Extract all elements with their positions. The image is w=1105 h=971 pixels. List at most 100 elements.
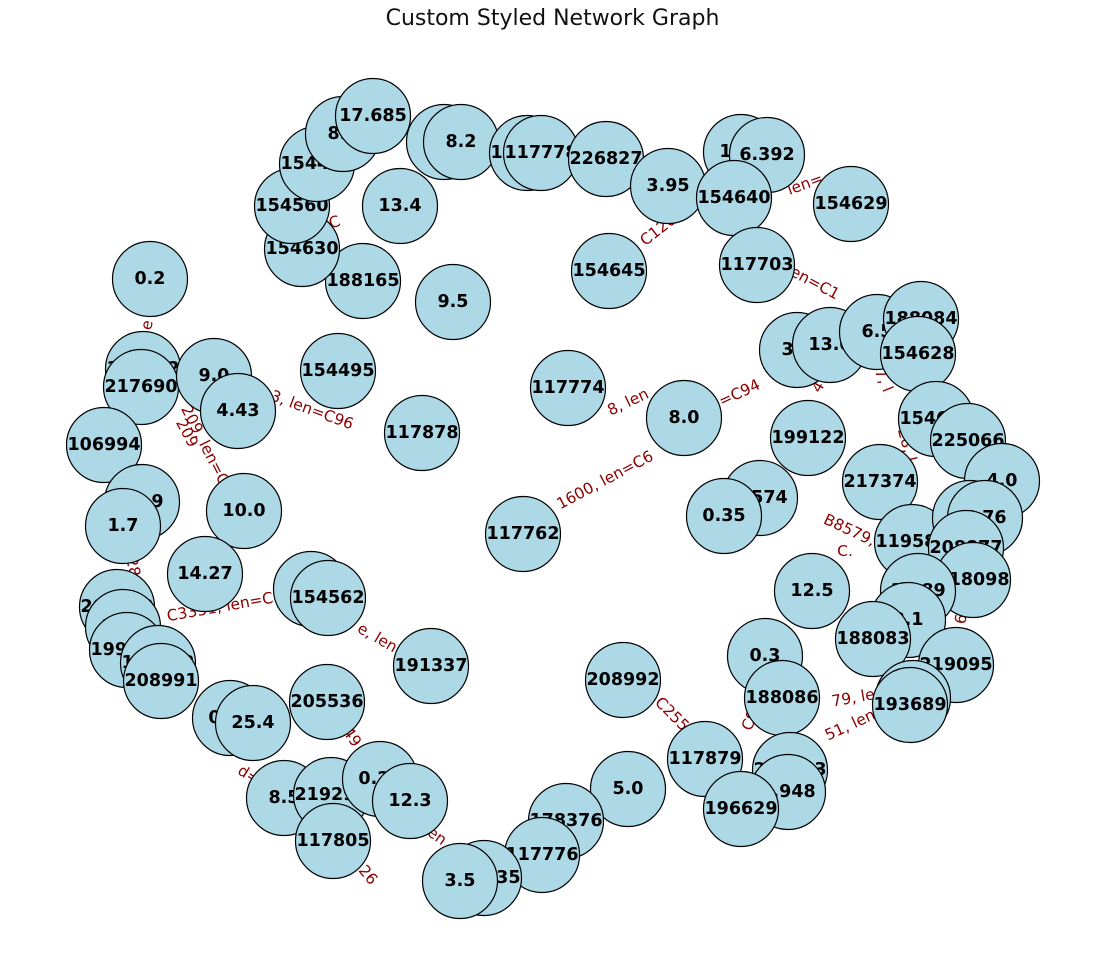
graph-node: 217374 [841, 443, 919, 521]
graph-node: 154645 [570, 232, 648, 310]
graph-node: 208992 [584, 641, 662, 719]
graph-node: 217690 [102, 348, 180, 426]
node-circle [383, 394, 461, 472]
node-label: 117703 [720, 255, 793, 275]
graph-node: 14.27 [166, 535, 244, 613]
graph-node: 196629 [702, 770, 780, 848]
node-label: 12.5 [790, 581, 833, 601]
node-label: 217690 [104, 377, 177, 397]
node-label: 191337 [394, 656, 467, 676]
graph-title: Custom Styled Network Graph [385, 6, 720, 31]
node-circle [288, 663, 366, 741]
node-circle [199, 372, 277, 450]
node-label: 9.5 [437, 292, 468, 312]
node-label: 13.4 [378, 196, 421, 216]
node-circle [84, 487, 162, 565]
node-label: 217374 [843, 472, 916, 492]
node-label: 0.3 [749, 646, 780, 666]
node-label: 188086 [745, 688, 818, 708]
edge-label: C. [837, 542, 853, 560]
graph-node: 154640 [695, 159, 773, 237]
edge-label: e [137, 319, 156, 332]
graph-node: 117878 [383, 394, 461, 472]
node-label: 196629 [704, 799, 777, 819]
node-label: 154629 [814, 194, 887, 214]
node-circle [294, 802, 372, 880]
node-label: 193689 [873, 695, 946, 715]
node-circle [299, 332, 377, 410]
node-label: 154630 [265, 239, 338, 259]
node-label: 117805 [296, 831, 369, 851]
node-circle [324, 242, 402, 320]
node-label: 3.95 [646, 176, 689, 196]
node-label: 117778 [504, 143, 577, 163]
node-label: 154562 [291, 588, 364, 608]
node-circle [769, 399, 847, 477]
node-label: 0.35 [702, 506, 745, 526]
graph-node: 117778 [502, 114, 580, 192]
node-circle [214, 684, 292, 762]
node-circle [773, 552, 851, 630]
node-circle [392, 627, 470, 705]
node-label: 208992 [586, 670, 659, 690]
graph-node: 117774 [529, 349, 607, 427]
node-circle [205, 472, 283, 550]
graph-node: 117805 [294, 802, 372, 880]
node-circle [718, 226, 796, 304]
graph-node: 17.685 [334, 77, 412, 155]
graph-node: 13.4 [361, 167, 439, 245]
edge-label: 51, len [822, 706, 878, 745]
graph-node: 12.5 [773, 552, 851, 630]
node-label: 14.27 [177, 564, 232, 584]
node-circle [871, 666, 949, 744]
graph-node: 12.3 [371, 762, 449, 840]
graph-node: 154628 [879, 315, 957, 393]
node-circle [111, 240, 189, 318]
graph-node: 1.7 [84, 487, 162, 565]
node-circle [414, 263, 492, 341]
graph-node: 117762 [484, 495, 562, 573]
node-circle [65, 406, 143, 484]
node-label: 188165 [326, 271, 399, 291]
node-circle [361, 167, 439, 245]
graph-node: 226827 [567, 120, 645, 198]
graph-node: 9.5 [414, 263, 492, 341]
node-circle [570, 232, 648, 310]
node-circle [645, 379, 723, 457]
node-label: 154645 [572, 261, 645, 281]
graph-node: 8.2 [422, 103, 500, 181]
node-label: 199122 [771, 428, 844, 448]
node-label: 1.7 [107, 516, 138, 536]
node-circle [841, 443, 919, 521]
node-label: 117776 [505, 845, 578, 865]
graph-node: 208991 [122, 642, 200, 720]
graph-node: 188086 [743, 659, 821, 737]
node-circle [421, 842, 499, 920]
node-label: 6.392 [739, 145, 794, 165]
graph-node: 188165 [324, 242, 402, 320]
node-label: 12.3 [388, 791, 431, 811]
node-label: 154495 [301, 361, 374, 381]
node-label: 117774 [531, 378, 604, 398]
node-label: 10.0 [222, 501, 265, 521]
node-circle [702, 770, 780, 848]
node-label: 117878 [385, 423, 458, 443]
node-label: 17.685 [339, 106, 407, 126]
node-label: 205536 [290, 692, 363, 712]
node-circle [529, 349, 607, 427]
graph-node: 10.0 [205, 472, 283, 550]
node-circle [834, 600, 912, 678]
graph-node: 154562 [289, 559, 367, 637]
node-circle [334, 77, 412, 155]
node-label: 154640 [697, 188, 770, 208]
node-label: 25.4 [231, 713, 274, 733]
edge-label: 1600, len=C6 [554, 447, 657, 513]
node-label: 4.43 [216, 401, 259, 421]
node-label: 8.2 [445, 132, 476, 152]
node-circle [589, 750, 667, 828]
graph-node: 188083 [834, 600, 912, 678]
node-label: 8.0 [668, 408, 699, 428]
node-circle [484, 495, 562, 573]
node-label: 8.5 [268, 788, 299, 808]
